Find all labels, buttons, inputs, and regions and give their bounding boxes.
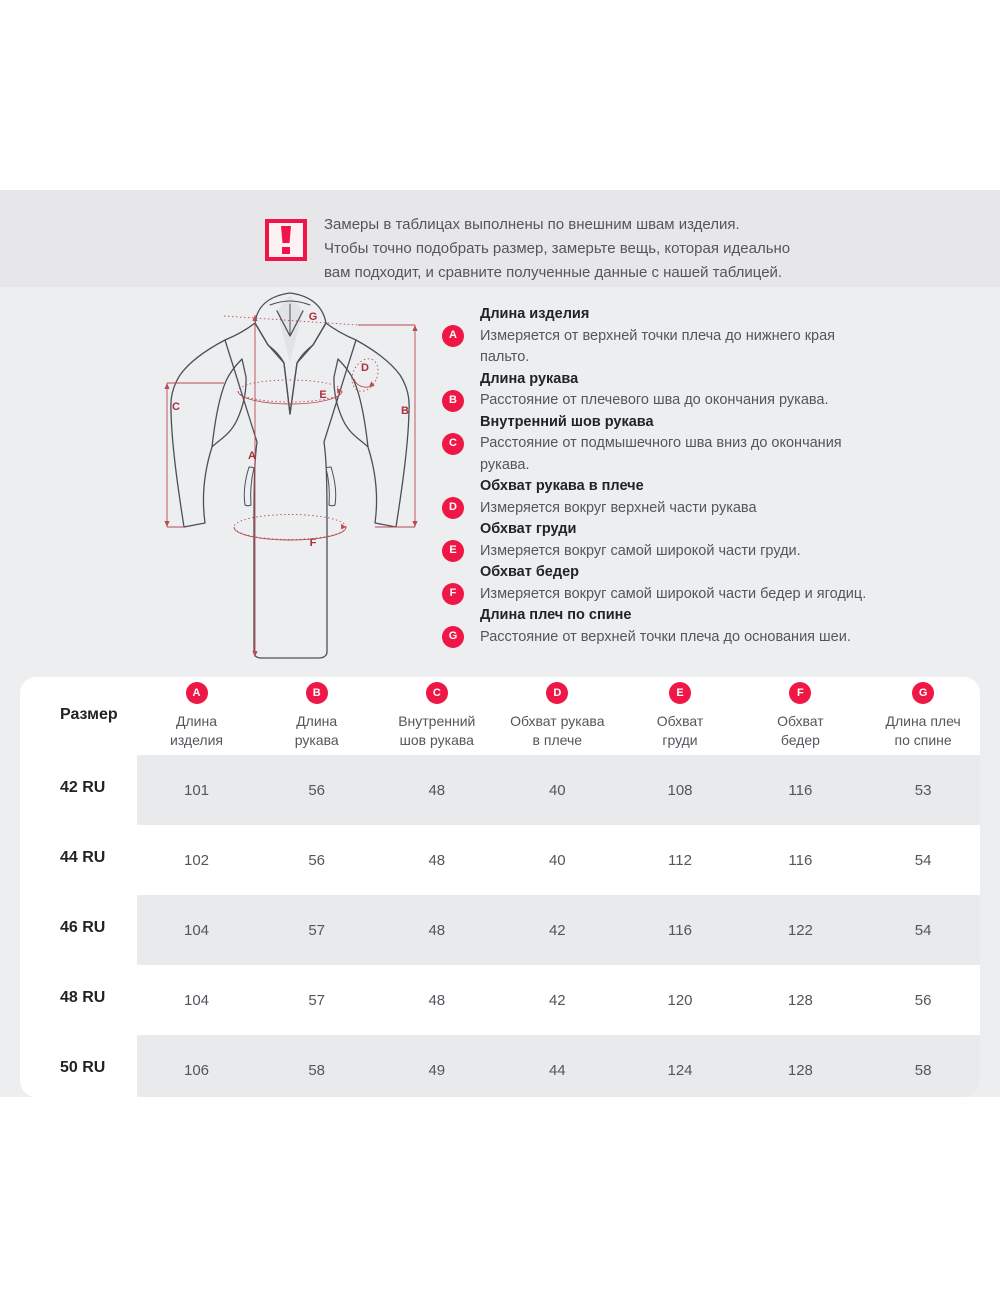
- svg-text:C: C: [172, 401, 180, 413]
- svg-text:A: A: [248, 450, 256, 462]
- svg-text:D: D: [361, 362, 369, 374]
- svg-text:F: F: [310, 537, 317, 549]
- svg-text:G: G: [309, 311, 318, 323]
- svg-text:E: E: [319, 389, 326, 401]
- svg-text:B: B: [401, 405, 409, 417]
